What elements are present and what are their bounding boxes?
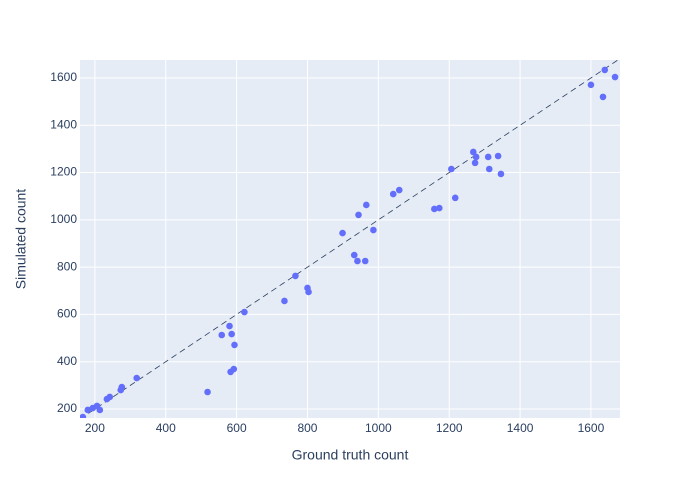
point xyxy=(361,257,369,265)
y-axis-title: Simulated count xyxy=(13,189,29,290)
point xyxy=(228,330,235,338)
x-tick-label: 600 xyxy=(227,421,247,435)
point xyxy=(226,322,233,330)
point xyxy=(485,165,493,173)
point xyxy=(354,257,361,265)
point xyxy=(231,341,238,349)
point xyxy=(448,165,455,173)
point xyxy=(435,204,443,212)
point xyxy=(305,288,312,296)
point xyxy=(472,153,480,161)
point xyxy=(484,153,492,161)
point xyxy=(204,388,211,396)
point xyxy=(599,93,607,101)
point xyxy=(218,331,226,339)
point xyxy=(80,413,87,418)
point xyxy=(370,226,377,234)
point xyxy=(292,272,299,280)
y-tick-label: 600 xyxy=(57,307,77,321)
point xyxy=(339,229,346,237)
point xyxy=(601,66,609,74)
point xyxy=(362,201,370,209)
x-tick-label: 200 xyxy=(85,421,105,435)
point xyxy=(587,81,595,89)
point xyxy=(611,73,619,81)
point xyxy=(106,393,114,401)
point xyxy=(395,186,403,194)
point xyxy=(470,148,477,156)
point xyxy=(494,152,502,160)
point xyxy=(451,194,459,202)
y-tick-label: 1400 xyxy=(50,117,77,131)
y-tick-label: 1600 xyxy=(50,70,77,84)
x-tick-label: 400 xyxy=(156,421,176,435)
point xyxy=(96,406,104,414)
point xyxy=(118,383,126,391)
x-tick-label: 1400 xyxy=(507,421,534,435)
x-axis-title: Ground truth count xyxy=(292,447,409,463)
point xyxy=(350,251,358,259)
y-tick-label: 800 xyxy=(57,259,77,273)
x-tick-label: 1200 xyxy=(436,421,463,435)
y-tick-label: 400 xyxy=(57,354,77,368)
identity-line xyxy=(80,60,619,418)
y-tick-label: 200 xyxy=(57,401,77,415)
point xyxy=(471,159,479,167)
x-tick-label: 1600 xyxy=(578,421,605,435)
y-tick-label: 1000 xyxy=(50,212,77,226)
x-tick-label: 1000 xyxy=(365,421,392,435)
x-tick-label: 800 xyxy=(297,421,317,435)
point xyxy=(431,205,438,213)
point xyxy=(241,308,248,316)
point xyxy=(230,365,238,373)
point xyxy=(389,190,397,198)
point xyxy=(84,406,92,414)
y-tick-label: 1200 xyxy=(50,165,77,179)
point xyxy=(497,170,505,178)
point xyxy=(133,374,140,382)
point xyxy=(281,297,288,305)
point xyxy=(355,211,362,219)
